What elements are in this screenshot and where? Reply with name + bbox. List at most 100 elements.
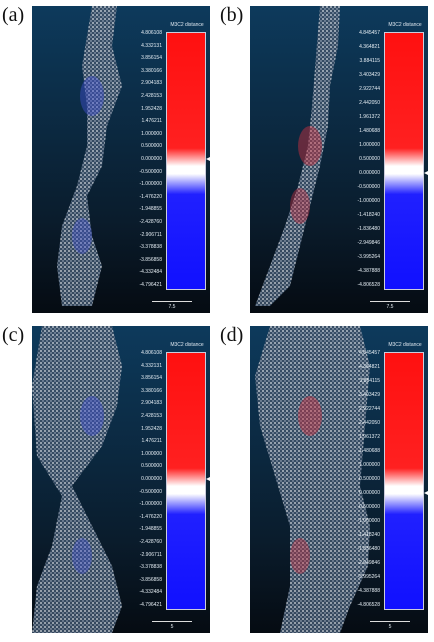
colorbar-tick-label: 3.884115 (340, 58, 380, 64)
colorbar-tick-label: -4.387888 (340, 588, 380, 594)
colorbar-tick-label: 4.806108 (122, 30, 162, 36)
colorbar-tick-label: -1.836480 (340, 546, 380, 552)
colorbar-tick-label: -3.995264 (340, 574, 380, 580)
colorbar-tick-label: -2.906711 (122, 552, 162, 558)
colorbar-tick-label: 4.806108 (122, 350, 162, 356)
colorbar-tick-label: 1.961372 (340, 114, 380, 120)
colorbar-tick-label: 2.442050 (340, 100, 380, 106)
colorbar-tick-label: 1.480688 (340, 128, 380, 134)
colorbar-pointer (424, 170, 428, 176)
colorbar-tick-label: 2.922744 (340, 406, 380, 412)
colorbar-tick-label: 0.000000 (340, 490, 380, 496)
colorbar-tick-label: 0.000000 (122, 476, 162, 482)
colorbar-tick-label: 3.403429 (340, 392, 380, 398)
colorbar-tick-label: -3.856858 (122, 257, 162, 263)
colorbar-tick-label: -3.856858 (122, 577, 162, 583)
figure: (a) M3C2 distance 4.806108 4.332131 3.85615… (0, 0, 434, 642)
colorbar-tick-label: 3.884115 (340, 378, 380, 384)
colorbar-tick-label: -4.387888 (340, 268, 380, 274)
colorbar-tick-label: -0.500000 (340, 504, 380, 510)
colorbar-tick-label: 0.500000 (122, 463, 162, 469)
colorbar-tick-label: -4.806528 (340, 602, 380, 608)
colorbar-tick-label: 4.364821 (340, 44, 380, 50)
colorbar-tick-label: 1.476211 (122, 438, 162, 444)
colorbar-tick-label: -1.836480 (340, 226, 380, 232)
colorbar-tick-label: -4.806528 (340, 282, 380, 288)
scale-bar (370, 301, 410, 302)
colorbar-title: M3C2 distance (152, 342, 210, 348)
panel-label: (d) (220, 324, 243, 347)
colorbar-tick-label: 4.332131 (122, 363, 162, 369)
colorbar-tick-label: -1.000000 (340, 198, 380, 204)
colorbar-tick-label: -3.995264 (340, 254, 380, 260)
colorbar-tick-label: -4.332484 (122, 269, 162, 275)
scale-bar (370, 621, 410, 622)
colorbar-tick-label: 3.856154 (122, 375, 162, 381)
colorbar-tick-label: 1.000000 (122, 451, 162, 457)
colorbar (166, 352, 206, 610)
colorbar-tick-label: -1.948855 (122, 206, 162, 212)
colorbar-tick-label: 1.476211 (122, 118, 162, 124)
colorbar-tick-label: -2.428760 (122, 219, 162, 225)
colorbar-tick-label: 2.428153 (122, 413, 162, 419)
colorbar-tick-label: 1.000000 (340, 462, 380, 468)
panel-image: M3C2 distance 4.806108 4.332131 3.856154 3.3… (32, 326, 210, 633)
colorbar-tick-label: 1.480688 (340, 448, 380, 454)
colorbar (384, 352, 424, 610)
colorbar-tick-label: 3.380166 (122, 68, 162, 74)
colorbar-tick-label: -1.948855 (122, 526, 162, 532)
colorbar-tick-label: -2.906711 (122, 232, 162, 238)
colorbar-tick-label: 1.000000 (340, 142, 380, 148)
colorbar-tick-label: 1.952428 (122, 426, 162, 432)
scale-bar (152, 301, 192, 302)
colorbar-tick-label: -4.796421 (122, 602, 162, 608)
colorbar-tick-label: 2.904183 (122, 400, 162, 406)
colorbar-tick-label: -2.949846 (340, 240, 380, 246)
colorbar-tick-label: 2.922744 (340, 86, 380, 92)
colorbar-tick-label: -1.000000 (340, 518, 380, 524)
colorbar-tick-label: 0.500000 (122, 143, 162, 149)
colorbar-tick-label: 0.500000 (340, 476, 380, 482)
colorbar-tick-label: -3.378838 (122, 244, 162, 250)
colorbar-tick-label: 3.856154 (122, 55, 162, 61)
colorbar-tick-label: -3.378838 (122, 564, 162, 570)
colorbar-tick-label: -2.949846 (340, 560, 380, 566)
colorbar-pointer (206, 156, 210, 162)
colorbar-tick-label: -4.796421 (122, 282, 162, 288)
colorbar-tick-label: -1.418240 (340, 212, 380, 218)
colorbar-pointer (424, 490, 428, 496)
colorbar-tick-label: -4.332484 (122, 589, 162, 595)
colorbar-tick-label: -0.500000 (340, 184, 380, 190)
colorbar-tick-label: 3.403429 (340, 72, 380, 78)
colorbar-tick-label: -0.500000 (122, 169, 162, 175)
colorbar-tick-label: 2.442050 (340, 420, 380, 426)
colorbar-tick-label: 4.364821 (340, 364, 380, 370)
colorbar-tick-label: 0.000000 (122, 156, 162, 162)
scale-label: 7.5 (152, 304, 192, 310)
colorbar-tick-label: -0.500000 (122, 489, 162, 495)
colorbar-pointer (206, 476, 210, 482)
colorbar (384, 32, 424, 290)
scale-label: 5 (370, 624, 410, 630)
colorbar-tick-label: -1.000000 (122, 181, 162, 187)
colorbar (166, 32, 206, 290)
colorbar-tick-label: 4.845457 (340, 30, 380, 36)
colorbar-tick-label: -1.476220 (122, 194, 162, 200)
panel-label: (a) (2, 4, 24, 27)
colorbar-tick-label: 0.500000 (340, 156, 380, 162)
panel-label: (b) (220, 4, 243, 27)
panel-label: (c) (2, 324, 24, 347)
colorbar-tick-label: 3.380166 (122, 388, 162, 394)
colorbar-title: M3C2 distance (370, 22, 428, 28)
colorbar-tick-label: -1.418240 (340, 532, 380, 538)
colorbar-title: M3C2 distance (152, 22, 210, 28)
panel-image: M3C2 distance 4.806108 4.332131 3.856154 3.3… (32, 6, 210, 313)
colorbar-tick-label: 4.845457 (340, 350, 380, 356)
colorbar-tick-label: -2.428760 (122, 539, 162, 545)
colorbar-tick-label: 1.000000 (122, 131, 162, 137)
colorbar-tick-label: 0.000000 (340, 170, 380, 176)
colorbar-tick-label: -1.000000 (122, 501, 162, 507)
colorbar-tick-label: 1.961372 (340, 434, 380, 440)
colorbar-tick-label: 4.332131 (122, 43, 162, 49)
